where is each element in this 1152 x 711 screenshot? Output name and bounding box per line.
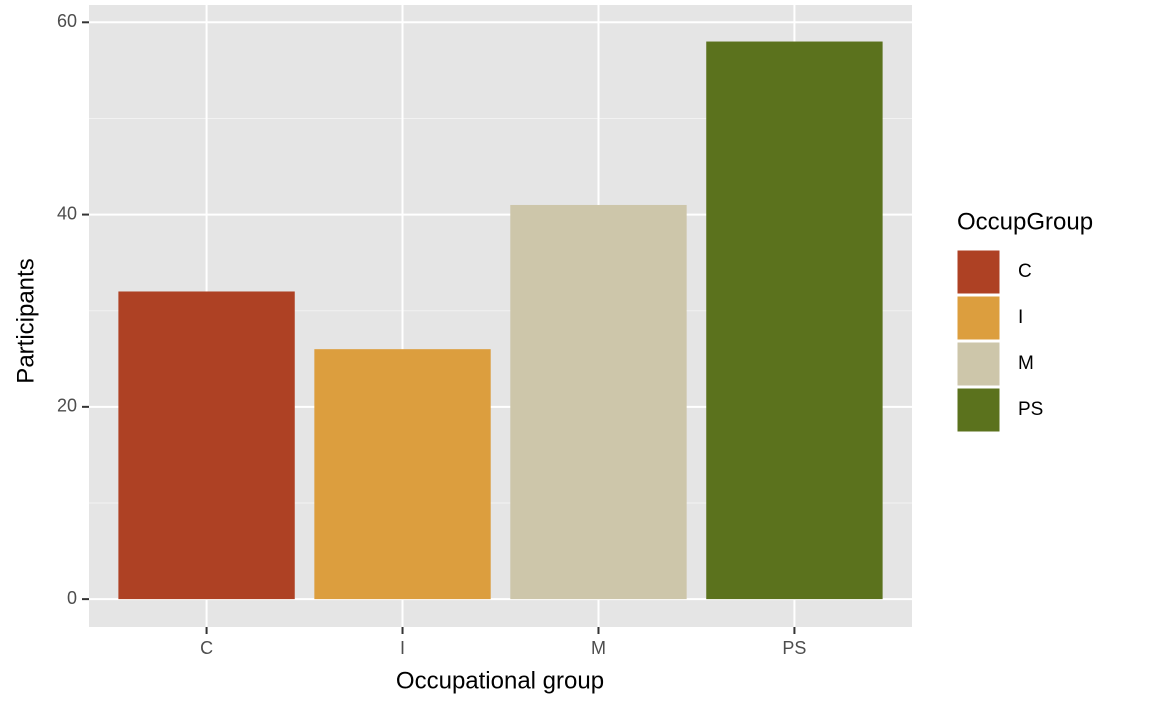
legend-label: I bbox=[1018, 307, 1023, 328]
y-tick-label: 60 bbox=[57, 11, 77, 31]
x-tick-label: PS bbox=[782, 638, 806, 658]
x-tick-label: M bbox=[591, 638, 606, 658]
x-tick-label: I bbox=[400, 638, 405, 658]
legend-key bbox=[956, 387, 1001, 433]
bars bbox=[118, 41, 883, 600]
legend-key bbox=[956, 341, 1001, 387]
legend-key bbox=[956, 295, 1001, 341]
bar bbox=[510, 204, 687, 600]
y-tick-label: 20 bbox=[57, 396, 77, 416]
x-axis-title: Occupational group bbox=[396, 667, 604, 694]
bar bbox=[706, 41, 883, 600]
y-tick-label: 0 bbox=[67, 588, 77, 608]
x-tick-label: C bbox=[200, 638, 213, 658]
y-axis-title: Participants bbox=[12, 258, 39, 383]
bar bbox=[314, 349, 491, 600]
legend-label: M bbox=[1018, 353, 1034, 374]
legend-label: C bbox=[1018, 261, 1032, 282]
legend-key bbox=[956, 249, 1001, 295]
y-tick-label: 40 bbox=[57, 203, 77, 223]
bar bbox=[118, 291, 295, 600]
legend-label: PS bbox=[1018, 399, 1043, 420]
legend-title: OccupGroup bbox=[957, 208, 1093, 235]
